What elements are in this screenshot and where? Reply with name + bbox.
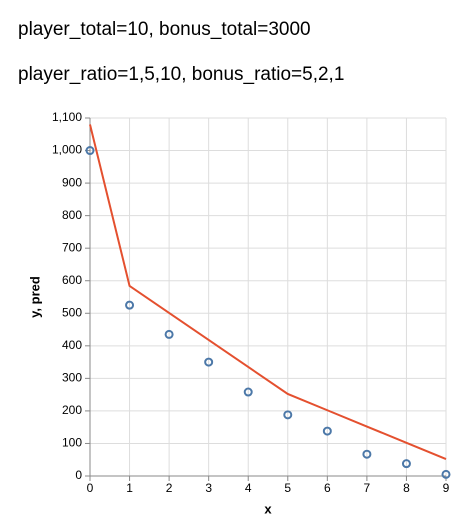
point: [441, 469, 451, 479]
point: [125, 300, 135, 310]
y-tick-label: 1,100: [52, 110, 82, 124]
y-tick-label: 500: [62, 305, 82, 319]
x-tick-label: 3: [205, 481, 212, 495]
x-axis-title: x: [264, 501, 272, 516]
y-axis-title: y, pred: [27, 276, 42, 318]
chart-subtitle: player_ratio=1,5,10, bonus_ratio=5,2,1: [18, 64, 344, 85]
y-tick-label: 1,000: [52, 143, 82, 157]
point: [204, 357, 214, 367]
y-tick-label: 100: [62, 436, 82, 450]
x-tick-label: 8: [403, 481, 410, 495]
x-tick-label: 6: [324, 481, 331, 495]
point: [164, 329, 174, 339]
y-tick-label: 700: [62, 240, 82, 254]
x-tick-label: 2: [166, 481, 173, 495]
point: [243, 387, 253, 397]
y-tick-label: 800: [62, 208, 82, 222]
x-tick-label: 7: [364, 481, 371, 495]
x-tick-label: 9: [443, 481, 450, 495]
x-tick-label: 1: [126, 481, 133, 495]
y-tick-label: 300: [62, 371, 82, 385]
x-tick-label: 4: [245, 481, 252, 495]
y-tick-label: 900: [62, 175, 82, 189]
point: [85, 146, 95, 156]
point: [401, 459, 411, 469]
chart-title: player_total=10, bonus_total=3000: [18, 19, 311, 40]
line: [89, 124, 447, 461]
y-tick-label: 400: [62, 338, 82, 352]
point: [362, 449, 372, 459]
y-tick-label: 600: [62, 273, 82, 287]
y-tick-label: 0: [75, 468, 82, 482]
x-tick-label: 5: [284, 481, 291, 495]
point: [322, 426, 332, 436]
point: [283, 410, 293, 420]
y-tick-label: 200: [62, 403, 82, 417]
x-tick-label: 0: [87, 481, 94, 495]
